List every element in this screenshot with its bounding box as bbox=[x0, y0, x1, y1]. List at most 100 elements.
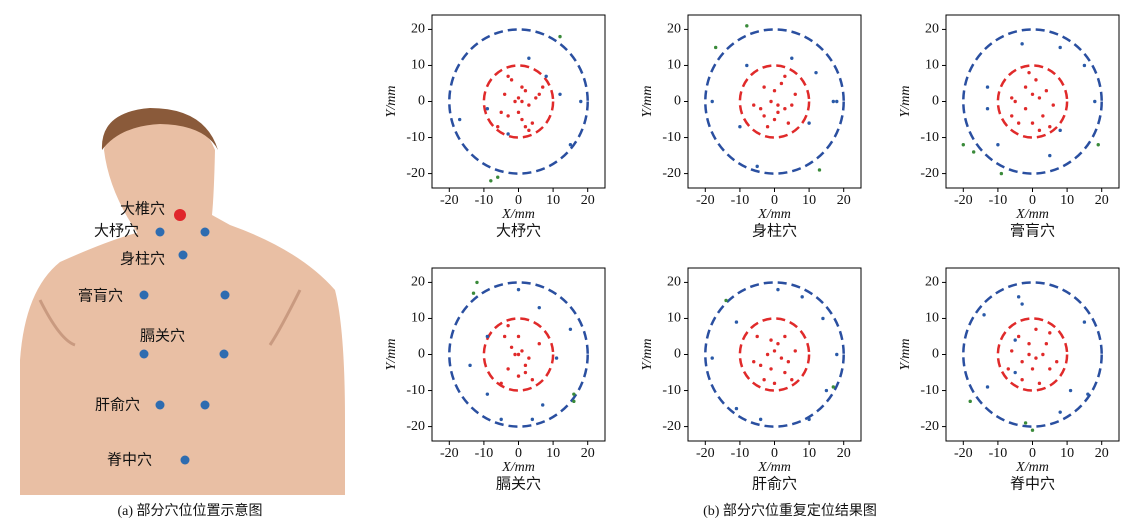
point bbox=[1014, 338, 1017, 341]
y-tick-label: -10 bbox=[662, 383, 681, 398]
point bbox=[541, 403, 544, 406]
point bbox=[752, 360, 755, 363]
point bbox=[1097, 143, 1100, 146]
point bbox=[835, 353, 838, 356]
point bbox=[821, 317, 824, 320]
tolerance-circle bbox=[998, 65, 1067, 137]
point bbox=[527, 356, 530, 359]
y-tick-label: -20 bbox=[406, 166, 425, 181]
point bbox=[1014, 100, 1017, 103]
point bbox=[1093, 100, 1096, 103]
point bbox=[776, 288, 779, 291]
figure: 大椎穴 大杼穴 身柱穴 膏肓穴 膈关穴 肝俞穴 脊中穴 (a) 部分穴位位置示意… bbox=[0, 0, 1126, 523]
point-label: 脊中穴 bbox=[107, 451, 152, 469]
x-tick-label: 20 bbox=[1095, 193, 1109, 208]
point bbox=[759, 107, 762, 110]
point bbox=[174, 209, 186, 221]
x-tick-label: -20 bbox=[954, 193, 973, 208]
point bbox=[468, 364, 471, 367]
point bbox=[762, 114, 765, 117]
point bbox=[1024, 85, 1027, 88]
chart-title: 大杼穴 bbox=[496, 222, 541, 239]
caption: (a) 部分穴位位置示意图 bbox=[117, 502, 262, 519]
y-tick-label: 20 bbox=[411, 275, 425, 290]
point bbox=[794, 349, 797, 352]
point bbox=[221, 291, 230, 300]
point bbox=[1017, 335, 1020, 338]
x-tick-label: 10 bbox=[546, 446, 560, 461]
point-label: 大椎穴 bbox=[120, 200, 165, 218]
point bbox=[1010, 114, 1013, 117]
y-tick-label: 0 bbox=[674, 94, 681, 109]
point bbox=[569, 143, 572, 146]
point bbox=[832, 100, 835, 103]
point bbox=[486, 392, 489, 395]
point bbox=[531, 418, 534, 421]
point bbox=[996, 143, 999, 146]
x-tick-label: 10 bbox=[546, 193, 560, 208]
point bbox=[756, 165, 759, 168]
point bbox=[472, 292, 475, 295]
point bbox=[181, 456, 190, 465]
point bbox=[1034, 78, 1037, 81]
point bbox=[534, 96, 537, 99]
point bbox=[825, 389, 828, 392]
point bbox=[783, 75, 786, 78]
x-tick-label: -20 bbox=[696, 446, 715, 461]
point bbox=[517, 288, 520, 291]
point bbox=[506, 75, 509, 78]
point bbox=[503, 335, 506, 338]
point bbox=[766, 353, 769, 356]
x-tick-label: -20 bbox=[440, 446, 459, 461]
point bbox=[986, 107, 989, 110]
x-tick-label: 20 bbox=[837, 193, 851, 208]
point bbox=[517, 111, 520, 114]
point bbox=[489, 179, 492, 182]
point bbox=[790, 103, 793, 106]
point bbox=[814, 71, 817, 74]
point bbox=[517, 335, 520, 338]
y-tick-label: -10 bbox=[662, 130, 681, 145]
x-tick-label: 20 bbox=[837, 446, 851, 461]
point bbox=[1069, 389, 1072, 392]
point bbox=[1041, 353, 1044, 356]
y-axis-label: Y/mm bbox=[898, 339, 913, 371]
tolerance-circle bbox=[705, 29, 843, 173]
point bbox=[982, 313, 985, 316]
point bbox=[1058, 46, 1061, 49]
point bbox=[1020, 42, 1023, 45]
point bbox=[517, 353, 520, 356]
point bbox=[783, 107, 786, 110]
point bbox=[524, 89, 527, 92]
point bbox=[517, 96, 520, 99]
plot-frame bbox=[688, 268, 861, 441]
point bbox=[1058, 410, 1061, 413]
point bbox=[510, 346, 513, 349]
y-tick-label: -10 bbox=[920, 130, 939, 145]
y-axis-label: Y/mm bbox=[898, 86, 913, 118]
point bbox=[773, 349, 776, 352]
point bbox=[745, 24, 748, 27]
x-tick-label: -10 bbox=[989, 193, 1008, 208]
point bbox=[735, 407, 738, 410]
point bbox=[1038, 96, 1041, 99]
point bbox=[496, 125, 499, 128]
point bbox=[762, 85, 765, 88]
point bbox=[752, 103, 755, 106]
y-tick-label: 0 bbox=[932, 347, 939, 362]
x-tick-label: -20 bbox=[696, 193, 715, 208]
point bbox=[794, 93, 797, 96]
point bbox=[769, 100, 772, 103]
plot-frame bbox=[946, 268, 1119, 441]
point bbox=[1048, 125, 1051, 128]
x-tick-label: -10 bbox=[731, 446, 750, 461]
x-tick-label: -10 bbox=[731, 193, 750, 208]
point bbox=[773, 382, 776, 385]
point bbox=[711, 100, 714, 103]
point bbox=[1017, 295, 1020, 298]
x-axis-label: X/mm bbox=[1015, 460, 1049, 475]
point bbox=[500, 382, 503, 385]
tolerance-circle bbox=[484, 65, 553, 137]
tolerance-circle bbox=[998, 318, 1067, 390]
point bbox=[1045, 342, 1048, 345]
